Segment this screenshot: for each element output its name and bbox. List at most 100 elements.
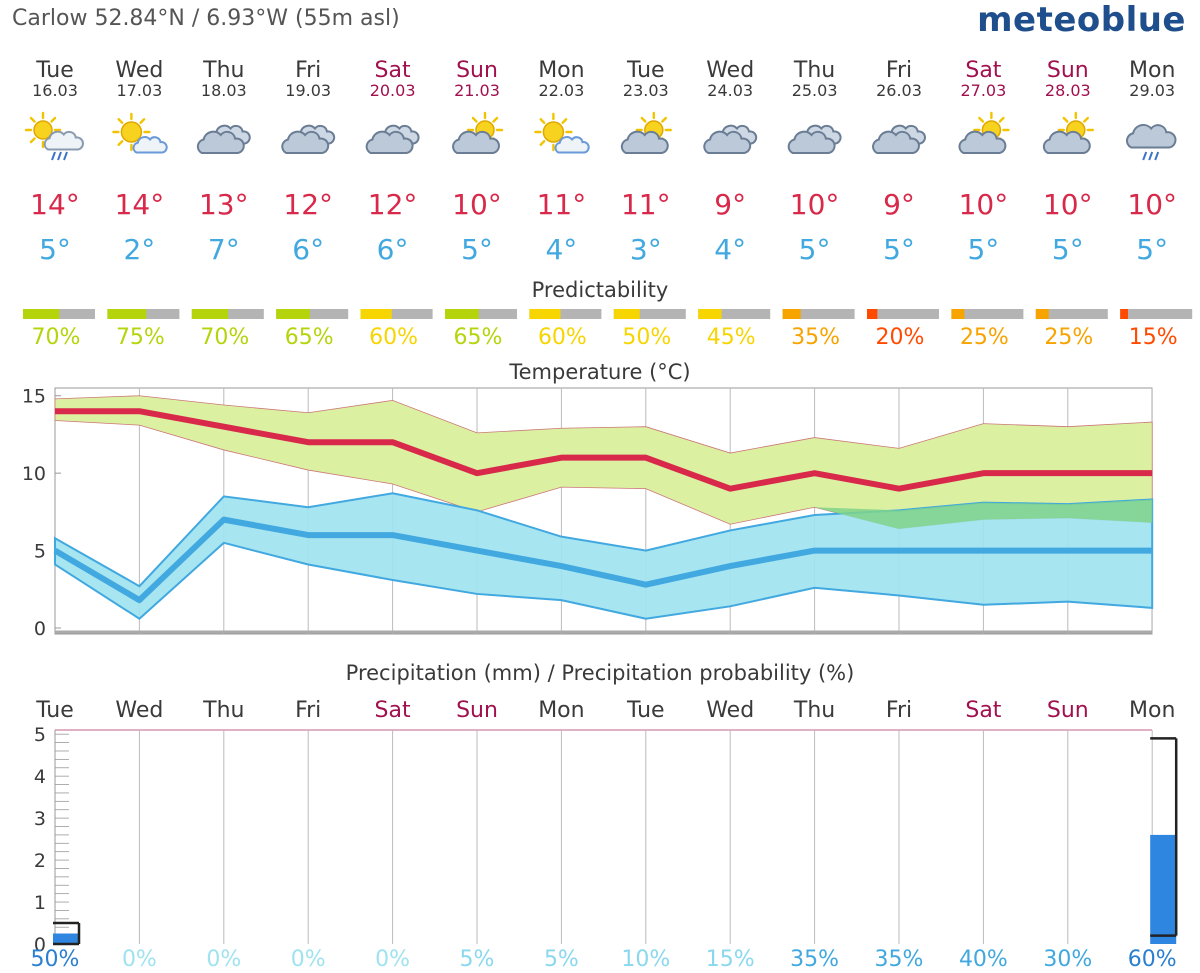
brand-logo[interactable]: meteoblue bbox=[977, 0, 1186, 40]
cloud-shape bbox=[1126, 124, 1177, 149]
sun-ray bbox=[539, 139, 546, 146]
precipitation-bar bbox=[53, 933, 79, 944]
predictability-label: 45% bbox=[707, 325, 756, 350]
predictability-track bbox=[613, 309, 686, 319]
cloud-shape bbox=[958, 130, 1007, 154]
precipitation-probability: 10% bbox=[621, 947, 670, 972]
max-temperature: 12° bbox=[368, 188, 418, 221]
min-temperature: 4° bbox=[714, 233, 746, 266]
precipitation-probability: 0% bbox=[206, 947, 241, 972]
precipitation-probability: 0% bbox=[122, 947, 157, 972]
cloud-shape bbox=[365, 130, 414, 154]
predictability-bar bbox=[23, 309, 60, 319]
temperature-chart: Temperature (°C) 0 5 10 15 bbox=[22, 360, 1154, 640]
precipitation-probability: 35% bbox=[875, 947, 924, 972]
day-name: Mon bbox=[538, 58, 584, 83]
days-header: Tue16.0314°5°Wed17.0314°2°Thu18.0313°7°F… bbox=[24, 58, 1177, 266]
precipitation-y-tick: 0 bbox=[34, 934, 46, 956]
predictability-track bbox=[1120, 309, 1193, 319]
min-temperature: 6° bbox=[292, 233, 324, 266]
cloud-shape bbox=[1042, 130, 1091, 154]
sun-ray bbox=[29, 116, 36, 123]
precipitation-day-label: Tue bbox=[35, 698, 74, 723]
day-date: 23.03 bbox=[623, 81, 669, 100]
temperature-y-tick: 0 bbox=[34, 618, 46, 640]
precipitation-day-label: Mon bbox=[1129, 698, 1175, 723]
sun-ray bbox=[661, 116, 668, 123]
sun-cloud-icon bbox=[534, 112, 590, 154]
max-temperature: 11° bbox=[537, 188, 587, 221]
cloud-sun-icon bbox=[958, 111, 1010, 154]
predictability-bar bbox=[445, 309, 479, 319]
temperature-title: Temperature (°C) bbox=[508, 360, 690, 384]
min-temperature: 2° bbox=[123, 233, 155, 266]
max-temperature: 13° bbox=[199, 188, 249, 221]
predictability-track bbox=[529, 309, 602, 319]
predictability-label: 25% bbox=[1044, 325, 1093, 350]
band-overlap bbox=[814, 499, 1153, 529]
temperature-y-tick: 15 bbox=[22, 386, 46, 408]
sun-ray bbox=[50, 116, 57, 123]
precipitation-day-label: Sun bbox=[456, 698, 498, 723]
precipitation-y-tick: 3 bbox=[34, 808, 46, 830]
predictability-bar bbox=[191, 309, 229, 319]
sun-ray bbox=[561, 118, 568, 125]
precipitation-range-bracket bbox=[1150, 737, 1178, 937]
temperature-y-tick: 5 bbox=[34, 541, 46, 563]
precipitation-probability: 5% bbox=[460, 947, 495, 972]
precipitation-range-bracket bbox=[53, 921, 81, 946]
predictability-bar bbox=[529, 309, 561, 319]
max-temperature: 11° bbox=[621, 188, 671, 221]
rain-drop bbox=[57, 151, 62, 161]
day-name: Fri bbox=[295, 58, 321, 83]
day-date: 22.03 bbox=[538, 81, 584, 100]
max-temperature: 9° bbox=[883, 188, 915, 221]
day-date: 24.03 bbox=[707, 81, 753, 100]
predictability-label: 70% bbox=[200, 325, 249, 350]
predictability-label: 75% bbox=[116, 325, 165, 350]
precipitation-day-label: Tue bbox=[626, 698, 665, 723]
precipitation-probability: 50% bbox=[31, 947, 80, 972]
day-name: Fri bbox=[886, 58, 912, 83]
predictability-bar bbox=[1035, 309, 1049, 319]
max-temperature: 10° bbox=[790, 188, 840, 221]
precipitation-probability: 15% bbox=[706, 947, 755, 972]
min-temperature: 5° bbox=[1052, 233, 1084, 266]
day-name: Tue bbox=[626, 58, 665, 83]
precipitation-probability: 60% bbox=[1128, 947, 1177, 972]
cloud-rain-icon bbox=[1126, 124, 1177, 161]
precipitation-probability: 0% bbox=[291, 947, 326, 972]
sun-ray bbox=[539, 118, 546, 125]
rain-drop bbox=[1154, 151, 1160, 161]
day-name: Sun bbox=[456, 58, 498, 83]
clouds-icon bbox=[365, 124, 420, 154]
predictability-track bbox=[360, 309, 433, 319]
predictability-track bbox=[951, 309, 1024, 319]
precipitation-bar bbox=[1150, 834, 1177, 944]
day-date: 21.03 bbox=[454, 81, 500, 100]
sun-ray bbox=[492, 116, 499, 123]
max-temperature: 10° bbox=[959, 188, 1009, 221]
cloud-shape bbox=[281, 130, 330, 154]
cloud-shape bbox=[872, 130, 920, 154]
max-temperature: 10° bbox=[452, 188, 502, 221]
min-temperature: 5° bbox=[799, 233, 831, 266]
precipitation-probability: 0% bbox=[375, 947, 410, 972]
rain-drop bbox=[63, 151, 68, 161]
min-temperature: 6° bbox=[377, 233, 409, 266]
predictability-bar bbox=[867, 309, 878, 319]
precipitation-title: Precipitation (mm) / Precipitation proba… bbox=[346, 661, 855, 685]
max-temperature: 10° bbox=[1043, 188, 1093, 221]
min-temperature: 5° bbox=[967, 233, 999, 266]
predictability-bar bbox=[1120, 309, 1128, 319]
precipitation-y-tick: 4 bbox=[34, 766, 46, 788]
day-name: Thu bbox=[202, 58, 244, 83]
cloud-shape bbox=[132, 136, 168, 154]
predictability-track bbox=[698, 309, 771, 319]
precipitation-day-label: Wed bbox=[115, 698, 163, 723]
cloud-sun-icon bbox=[620, 111, 672, 154]
day-date: 19.03 bbox=[285, 81, 331, 100]
min-temperature: 5° bbox=[1136, 233, 1168, 266]
day-name: Sat bbox=[375, 58, 411, 83]
